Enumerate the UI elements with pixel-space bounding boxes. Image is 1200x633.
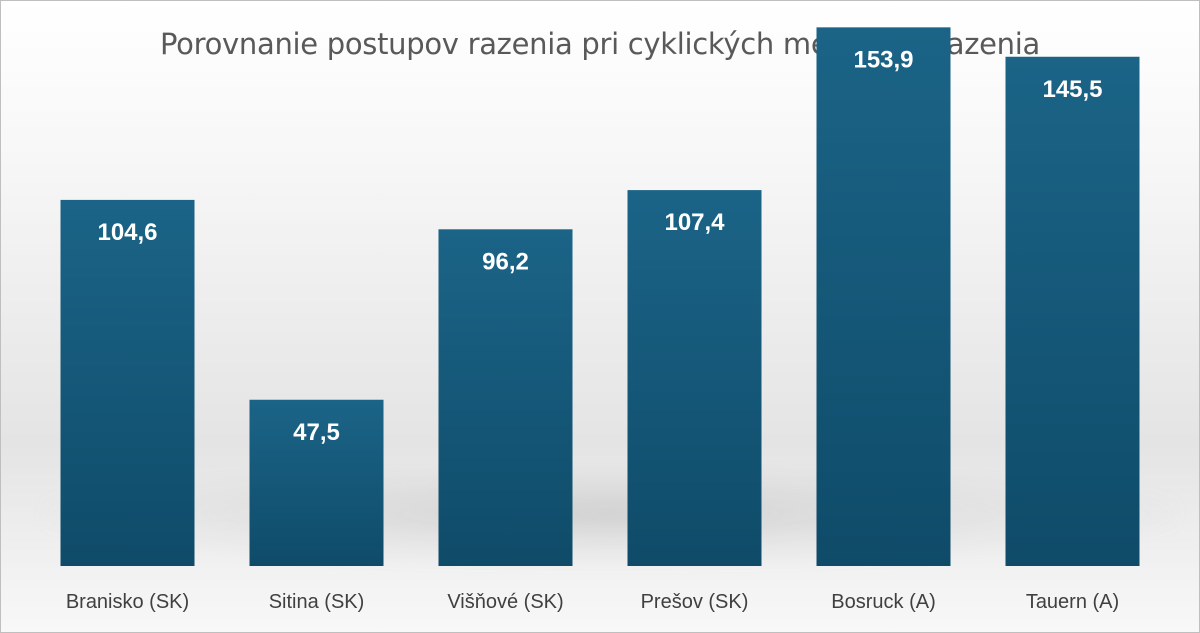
category-label-2: Sitina (SK) — [269, 591, 365, 613]
category-label-4: Prešov (SK) — [641, 591, 749, 613]
category-label-1: Branisko (SK) — [66, 591, 189, 613]
data-label-3: 96,2 — [482, 248, 529, 275]
floor-shadow — [41, 471, 1179, 566]
category-label-5: Bosruck (A) — [831, 591, 935, 613]
data-label-6: 145,5 — [1042, 76, 1102, 103]
bar-1 — [60, 199, 195, 566]
bar-5 — [816, 27, 951, 567]
bar-3 — [438, 229, 573, 567]
category-label-3: Višňové (SK) — [447, 591, 563, 613]
bar-4 — [627, 190, 762, 566]
bar-6 — [1005, 56, 1140, 566]
bar-2 — [249, 399, 384, 566]
data-label-5: 153,9 — [853, 46, 913, 73]
bars-layer — [60, 27, 1140, 567]
category-label-6: Tauern (A) — [1026, 591, 1119, 613]
data-label-2: 47,5 — [293, 419, 340, 446]
data-label-1: 104,6 — [97, 219, 157, 246]
labels-layer: 104,6 Branisko (SK) 47,5 Sitina (SK) 96,2 Viš… — [66, 46, 1119, 613]
data-label-4: 107,4 — [664, 209, 725, 236]
